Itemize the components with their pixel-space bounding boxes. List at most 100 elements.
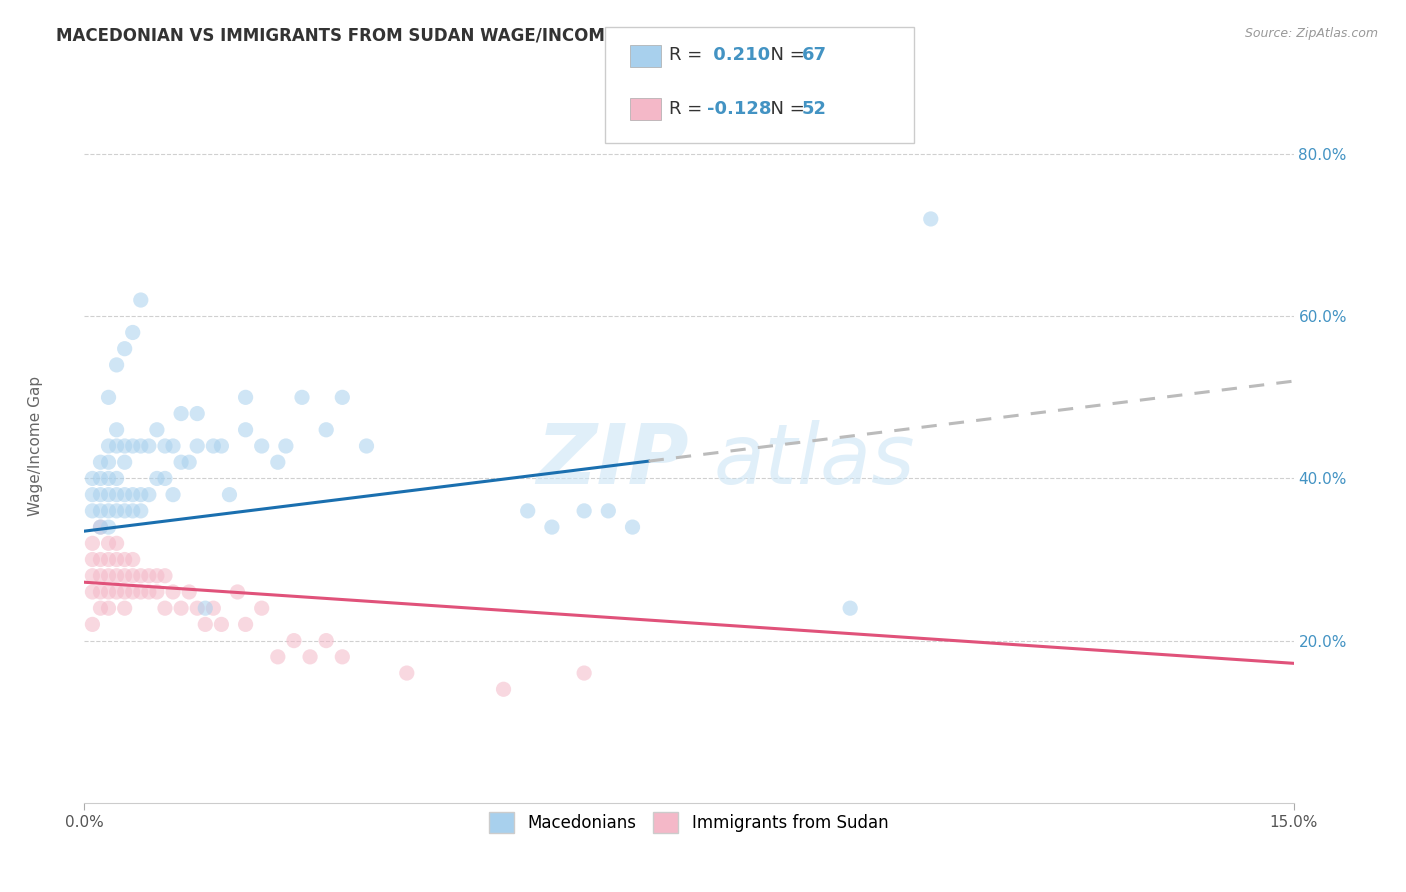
- Point: [105, 439, 128, 453]
- Point: [209, 439, 232, 453]
- Point: [129, 504, 152, 518]
- Point: [97, 601, 120, 615]
- Text: MACEDONIAN VS IMMIGRANTS FROM SUDAN WAGE/INCOME GAP CORRELATION CHART: MACEDONIAN VS IMMIGRANTS FROM SUDAN WAGE…: [56, 27, 866, 45]
- Text: Wage/Income Gap: Wage/Income Gap: [28, 376, 44, 516]
- Point: [162, 488, 184, 502]
- Point: [267, 455, 290, 469]
- Point: [89, 504, 111, 518]
- Point: [179, 455, 201, 469]
- Point: [82, 504, 104, 518]
- Point: [89, 585, 111, 599]
- Point: [291, 390, 314, 404]
- Point: [89, 552, 111, 566]
- Point: [105, 471, 128, 485]
- Point: [105, 488, 128, 502]
- Point: [235, 390, 257, 404]
- Point: [82, 488, 104, 502]
- Text: N =: N =: [759, 100, 811, 118]
- Point: [105, 585, 128, 599]
- Point: [330, 649, 353, 664]
- Point: [283, 633, 305, 648]
- Point: [492, 682, 515, 697]
- Point: [129, 585, 152, 599]
- Point: [179, 585, 201, 599]
- Point: [114, 455, 136, 469]
- Point: [153, 471, 176, 485]
- Point: [97, 585, 120, 599]
- Legend: Macedonians, Immigrants from Sudan: Macedonians, Immigrants from Sudan: [481, 804, 897, 841]
- Text: ZIP: ZIP: [536, 420, 689, 500]
- Point: [170, 455, 193, 469]
- Point: [129, 293, 152, 307]
- Point: [97, 520, 120, 534]
- Point: [89, 520, 111, 534]
- Point: [121, 326, 143, 340]
- Point: [114, 601, 136, 615]
- Point: [89, 520, 111, 534]
- Text: 52: 52: [801, 100, 827, 118]
- Point: [146, 585, 169, 599]
- Point: [121, 552, 143, 566]
- Point: [82, 585, 104, 599]
- Point: [82, 568, 104, 582]
- Text: Source: ZipAtlas.com: Source: ZipAtlas.com: [1244, 27, 1378, 40]
- Point: [129, 439, 152, 453]
- Point: [170, 601, 193, 615]
- Point: [114, 439, 136, 453]
- Point: [105, 536, 128, 550]
- Text: N =: N =: [759, 46, 811, 64]
- Point: [114, 568, 136, 582]
- Point: [121, 585, 143, 599]
- Point: [541, 520, 564, 534]
- Text: -0.128: -0.128: [707, 100, 772, 118]
- Point: [315, 633, 337, 648]
- Point: [121, 488, 143, 502]
- Point: [138, 488, 160, 502]
- Point: [299, 649, 322, 664]
- Point: [121, 504, 143, 518]
- Point: [153, 568, 176, 582]
- Point: [97, 552, 120, 566]
- Point: [202, 439, 225, 453]
- Point: [138, 585, 160, 599]
- Point: [105, 552, 128, 566]
- Point: [89, 488, 111, 502]
- Point: [920, 211, 942, 226]
- Point: [186, 439, 208, 453]
- Point: [97, 488, 120, 502]
- Point: [516, 504, 538, 518]
- Point: [162, 585, 184, 599]
- Point: [97, 471, 120, 485]
- Point: [235, 617, 257, 632]
- Point: [105, 423, 128, 437]
- Point: [97, 504, 120, 518]
- Point: [114, 552, 136, 566]
- Point: [226, 585, 249, 599]
- Point: [82, 536, 104, 550]
- Point: [97, 536, 120, 550]
- Text: R =: R =: [669, 100, 709, 118]
- Point: [82, 617, 104, 632]
- Point: [186, 601, 208, 615]
- Point: [235, 423, 257, 437]
- Point: [250, 601, 273, 615]
- Point: [621, 520, 644, 534]
- Point: [89, 455, 111, 469]
- Point: [114, 342, 136, 356]
- Point: [218, 488, 240, 502]
- Point: [572, 666, 595, 681]
- Point: [146, 471, 169, 485]
- Point: [97, 390, 120, 404]
- Point: [105, 568, 128, 582]
- Point: [315, 423, 337, 437]
- Point: [202, 601, 225, 615]
- Point: [274, 439, 297, 453]
- Point: [598, 504, 620, 518]
- Point: [97, 455, 120, 469]
- Point: [82, 471, 104, 485]
- Point: [97, 439, 120, 453]
- Point: [105, 504, 128, 518]
- Text: 67: 67: [801, 46, 827, 64]
- Point: [114, 585, 136, 599]
- Point: [186, 407, 208, 421]
